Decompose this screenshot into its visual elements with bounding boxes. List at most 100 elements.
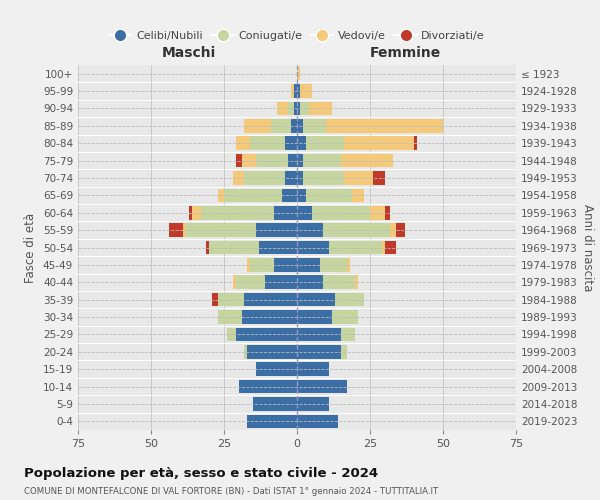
Bar [294, 84, 297, 98]
Bar [300, 84, 311, 98]
Y-axis label: Fasce di età: Fasce di età [25, 212, 37, 282]
Bar [227, 328, 236, 341]
Bar [344, 136, 414, 150]
Bar [212, 293, 218, 306]
Bar [303, 154, 341, 168]
Bar [297, 84, 300, 98]
Bar [233, 276, 236, 289]
Bar [303, 171, 344, 185]
Bar [300, 102, 308, 115]
Bar [183, 224, 186, 237]
Bar [297, 188, 306, 202]
Bar [271, 119, 291, 132]
Text: Popolazione per età, sesso e stato civile - 2024: Popolazione per età, sesso e stato civil… [24, 468, 378, 480]
Legend: Celibi/Nubili, Coniugati/e, Vedovi/e, Divorziati/e: Celibi/Nubili, Coniugati/e, Vedovi/e, Di… [105, 27, 489, 46]
Bar [297, 136, 306, 150]
Bar [247, 414, 297, 428]
Bar [250, 136, 286, 150]
Bar [244, 345, 247, 358]
Bar [297, 67, 300, 80]
Bar [224, 188, 283, 202]
Bar [242, 154, 256, 168]
Bar [250, 258, 274, 272]
Bar [192, 206, 200, 220]
Bar [297, 328, 341, 341]
Bar [297, 362, 329, 376]
Bar [326, 119, 443, 132]
Bar [385, 206, 391, 220]
Bar [306, 136, 344, 150]
Bar [297, 345, 341, 358]
Text: Femmine: Femmine [370, 46, 440, 60]
Bar [189, 206, 192, 220]
Bar [286, 136, 297, 150]
Bar [370, 206, 385, 220]
Bar [355, 276, 358, 289]
Bar [308, 102, 332, 115]
Bar [169, 224, 183, 237]
Bar [297, 258, 320, 272]
Bar [218, 188, 224, 202]
Bar [391, 224, 396, 237]
Bar [414, 136, 417, 150]
Bar [320, 258, 347, 272]
Text: COMUNE DI MONTEFALCONE DI VAL FORTORE (BN) - Dati ISTAT 1° gennaio 2024 - TUTTIT: COMUNE DI MONTEFALCONE DI VAL FORTORE (B… [24, 488, 438, 496]
Bar [233, 171, 244, 185]
Bar [385, 240, 396, 254]
Bar [373, 171, 385, 185]
Bar [291, 119, 297, 132]
Bar [335, 293, 364, 306]
Bar [396, 224, 405, 237]
Bar [265, 276, 297, 289]
Bar [297, 276, 323, 289]
Bar [236, 136, 250, 150]
Bar [209, 240, 259, 254]
Bar [206, 240, 209, 254]
Bar [297, 171, 303, 185]
Bar [259, 240, 297, 254]
Bar [247, 258, 250, 272]
Bar [332, 310, 358, 324]
Bar [247, 345, 297, 358]
Y-axis label: Anni di nascita: Anni di nascita [581, 204, 594, 291]
Bar [277, 102, 288, 115]
Bar [239, 380, 297, 394]
Bar [297, 380, 347, 394]
Bar [274, 206, 297, 220]
Bar [286, 171, 297, 185]
Bar [244, 293, 297, 306]
Bar [253, 397, 297, 410]
Bar [297, 397, 329, 410]
Bar [236, 154, 242, 168]
Bar [186, 224, 256, 237]
Bar [352, 188, 364, 202]
Bar [218, 293, 244, 306]
Bar [344, 171, 373, 185]
Bar [382, 240, 385, 254]
Bar [288, 154, 297, 168]
Bar [297, 119, 303, 132]
Bar [329, 240, 382, 254]
Bar [256, 154, 288, 168]
Bar [283, 188, 297, 202]
Bar [297, 414, 338, 428]
Bar [341, 154, 394, 168]
Bar [288, 102, 294, 115]
Bar [297, 224, 323, 237]
Bar [341, 345, 347, 358]
Bar [200, 206, 274, 220]
Bar [306, 188, 352, 202]
Bar [244, 171, 286, 185]
Bar [303, 119, 326, 132]
Bar [341, 328, 355, 341]
Bar [291, 84, 294, 98]
Bar [244, 119, 271, 132]
Bar [242, 310, 297, 324]
Bar [274, 258, 297, 272]
Bar [297, 102, 300, 115]
Bar [294, 102, 297, 115]
Bar [297, 310, 332, 324]
Bar [347, 258, 350, 272]
Bar [297, 154, 303, 168]
Bar [236, 328, 297, 341]
